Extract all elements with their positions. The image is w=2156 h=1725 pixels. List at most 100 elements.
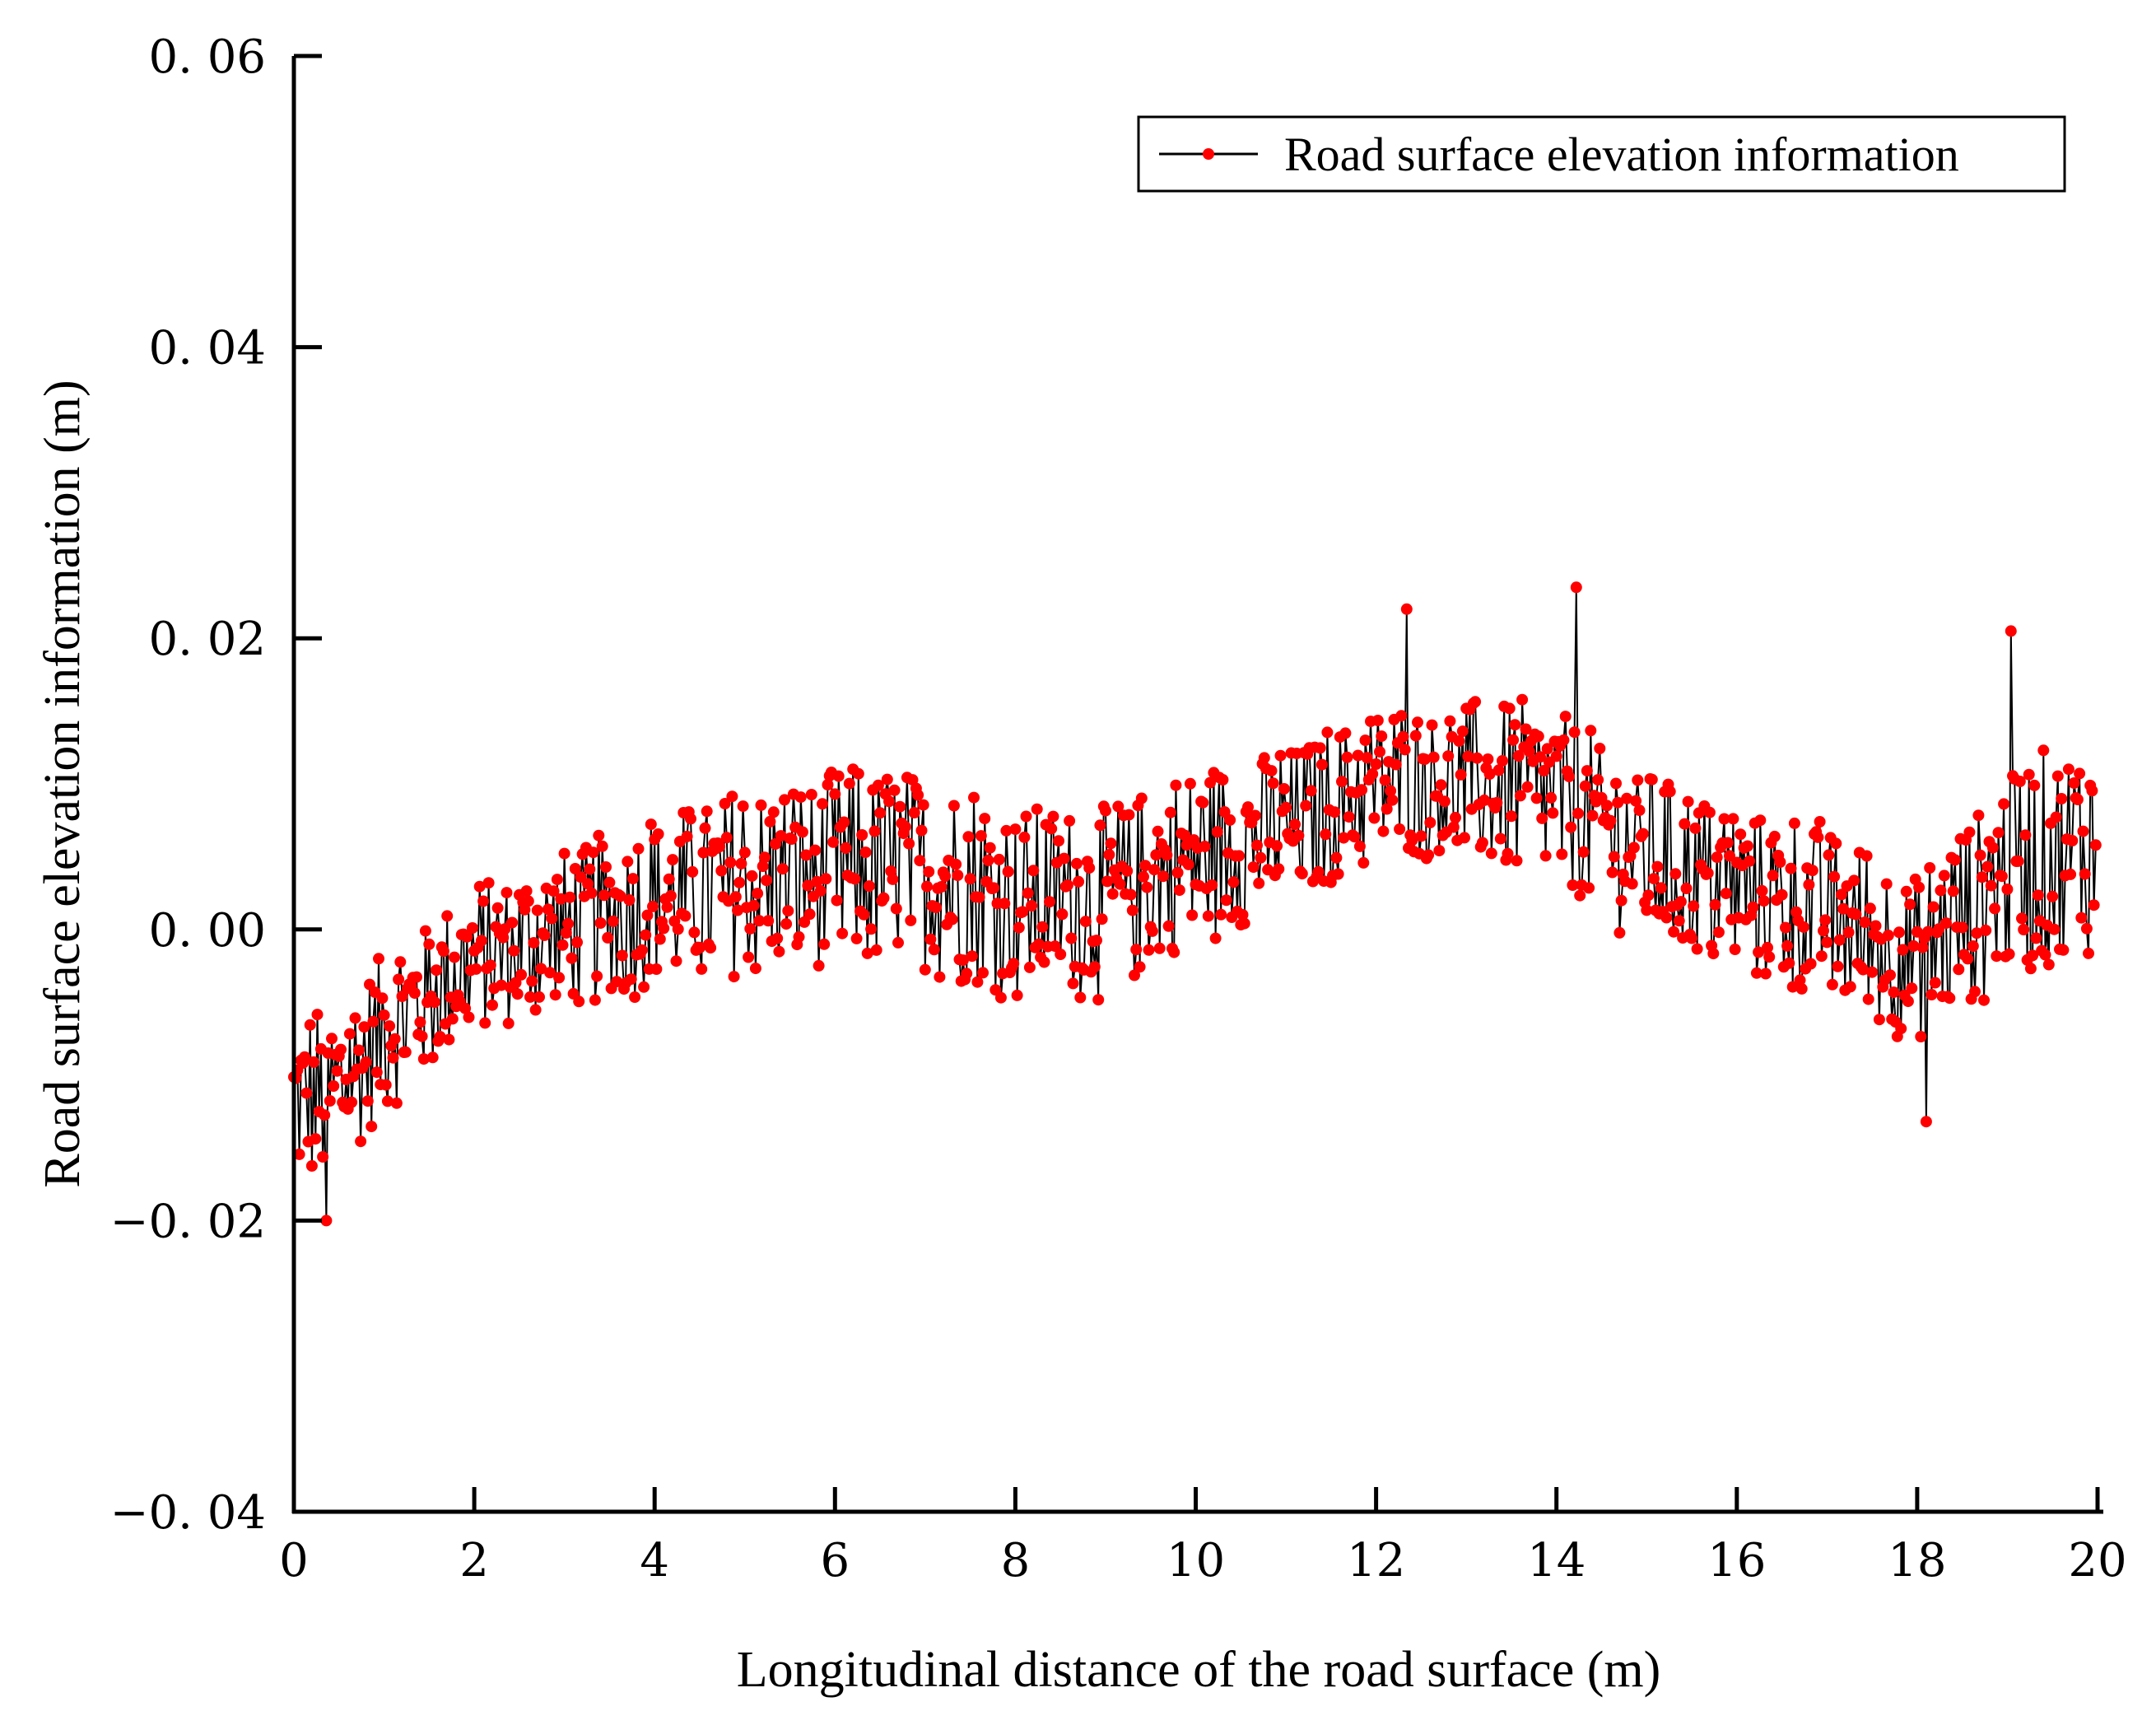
data-point <box>358 1021 370 1033</box>
data-point <box>915 824 928 837</box>
data-point <box>575 871 587 883</box>
data-point <box>771 932 784 944</box>
data-point <box>667 854 679 866</box>
data-point <box>1227 876 1240 888</box>
data-point <box>1018 831 1031 843</box>
data-point <box>317 1151 329 1163</box>
data-point <box>1204 776 1216 789</box>
data-point <box>1929 977 1941 989</box>
data-point <box>487 999 498 1011</box>
data-point <box>1823 849 1835 861</box>
data-point <box>1627 842 1640 854</box>
data-point <box>1614 926 1626 939</box>
data-point <box>1397 730 1409 743</box>
data-point <box>629 991 641 1003</box>
data-point <box>2066 835 2079 846</box>
data-point <box>1660 911 1673 924</box>
data-point <box>2050 811 2062 823</box>
data-point <box>1906 982 1918 995</box>
data-point <box>1980 924 1992 936</box>
data-point <box>1550 750 1562 762</box>
data-point <box>524 991 536 1003</box>
data-point <box>1608 851 1620 863</box>
data-point <box>856 829 868 841</box>
data-point <box>988 882 1000 894</box>
data-point <box>591 970 603 982</box>
data-point <box>1444 715 1456 727</box>
data-point <box>1186 909 1199 921</box>
data-point <box>549 989 561 1001</box>
data-point <box>1812 831 1824 843</box>
data-point <box>1442 750 1455 762</box>
data-point <box>2030 932 2042 944</box>
data-point <box>1148 864 1161 876</box>
data-point <box>2014 776 2026 787</box>
data-point <box>934 971 946 983</box>
data-point <box>1371 715 1384 726</box>
data-point <box>1412 716 1423 729</box>
data-point <box>1902 995 1914 1008</box>
data-point <box>767 806 780 818</box>
data-point <box>2057 944 2070 956</box>
data-point <box>1783 957 1795 969</box>
data-point <box>971 976 984 988</box>
data-point <box>1027 865 1040 877</box>
data-point <box>1985 879 1997 892</box>
data-point <box>1953 963 1965 976</box>
data-point <box>607 915 619 927</box>
data-point <box>623 894 636 907</box>
data-point <box>2075 911 2088 924</box>
data-point <box>811 875 823 888</box>
data-point <box>829 788 841 800</box>
data-point <box>1253 877 1265 889</box>
data-point <box>1280 801 1292 814</box>
legend-marker-sample <box>1203 148 1214 160</box>
data-point <box>1045 823 1058 835</box>
data-point <box>761 874 772 887</box>
data-point <box>753 915 766 927</box>
data-point <box>328 1080 340 1092</box>
data-point <box>308 1056 320 1068</box>
data-point <box>1754 814 1767 827</box>
data-point <box>1482 753 1494 765</box>
data-point <box>1900 885 1912 897</box>
data-point <box>1491 796 1503 809</box>
data-point <box>1821 936 1833 949</box>
data-point <box>1893 926 1905 939</box>
data-point <box>1922 925 1934 938</box>
data-point <box>1017 906 1029 918</box>
data-point <box>1168 946 1180 958</box>
data-point <box>743 951 755 963</box>
data-point <box>1096 913 1108 925</box>
data-point <box>1315 758 1328 771</box>
data-point <box>1606 866 1618 879</box>
data-point <box>529 1004 542 1016</box>
data-point <box>813 959 825 972</box>
data-point <box>1135 792 1148 804</box>
data-point <box>800 849 813 861</box>
data-point <box>531 904 543 916</box>
data-point <box>737 800 749 813</box>
data-point <box>1615 894 1627 907</box>
data-point <box>1386 794 1399 806</box>
data-point <box>506 916 519 929</box>
data-point <box>1242 801 1254 814</box>
data-point <box>434 1031 446 1042</box>
data-point <box>1361 752 1373 764</box>
data-point <box>1794 974 1806 986</box>
data-point <box>1150 849 1162 861</box>
data-point <box>473 880 486 893</box>
data-point <box>1336 776 1348 788</box>
data-point <box>1577 846 1590 858</box>
data-point <box>699 822 711 834</box>
data-point <box>1882 930 1894 941</box>
data-point <box>1483 768 1496 780</box>
data-point <box>1353 840 1366 852</box>
data-point <box>461 930 473 943</box>
data-point <box>1390 758 1402 771</box>
data-point <box>600 861 612 873</box>
data-point <box>1978 994 1990 1006</box>
data-point <box>1586 809 1599 822</box>
data-point <box>544 967 556 979</box>
data-point <box>645 818 657 831</box>
